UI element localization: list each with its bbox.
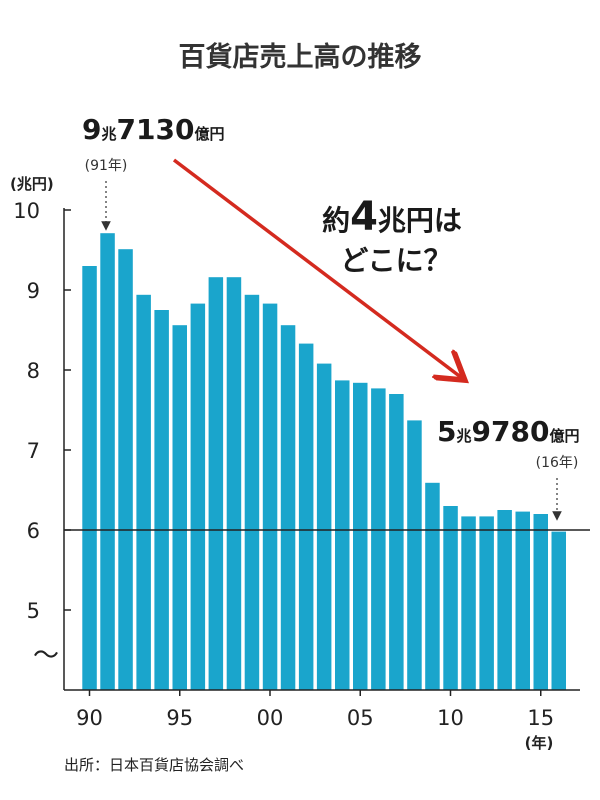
bar-2014 <box>515 511 530 690</box>
bars <box>82 233 566 690</box>
peak-year-label: (91年) <box>85 158 128 174</box>
latest-unit-hundred-million: 億円 <box>549 427 579 445</box>
bar-2001 <box>280 325 296 690</box>
bar-2006 <box>371 388 386 690</box>
source-note: 出所：日本百貨店協会調べ <box>64 756 244 774</box>
x-axis-unit: (年) <box>525 734 554 752</box>
bar-1993 <box>136 294 151 690</box>
latest-value-hundred-million: 9780 <box>472 415 550 448</box>
bar-2015 <box>533 514 548 690</box>
chart-title: 百貨店売上高の推移 <box>179 41 422 73</box>
peak-unit-trillion: 兆 <box>101 125 116 143</box>
x-tick-label-95: 95 <box>166 706 193 730</box>
bar-2000 <box>262 303 278 690</box>
y-tick-label-8: 8 <box>27 359 40 383</box>
bar-2004 <box>335 380 350 690</box>
decline-arrow <box>172 158 462 378</box>
y-tick-label-7: 7 <box>27 439 40 463</box>
bar-2002 <box>298 343 314 690</box>
latest-unit-trillion: 兆 <box>456 427 471 445</box>
peak-value-label: 9兆7130億円 <box>82 113 224 146</box>
bar-2010 <box>443 506 458 690</box>
x-axis-ticks: 90 95 00 05 10 15 <box>76 690 554 730</box>
bar-1997 <box>208 277 224 690</box>
callout-prefix: 約 <box>322 204 350 237</box>
callout-number: 4 <box>350 194 378 240</box>
bar-1991 <box>100 233 115 690</box>
y-tick-label-6: 6 <box>27 519 40 543</box>
x-tick-label-90: 90 <box>76 706 103 730</box>
bar-2012 <box>479 516 494 690</box>
bar-1998 <box>226 277 242 690</box>
bar-2016 <box>551 531 566 690</box>
bar-1995 <box>172 325 187 690</box>
bar-2011 <box>461 516 476 690</box>
y-axis-ticks: 5 6 7 8 9 10 <box>13 199 71 623</box>
y-tick-label-10: 10 <box>13 199 40 223</box>
bar-2008 <box>407 420 422 690</box>
latest-value-label: 5兆9780億円 <box>437 415 579 448</box>
bar-2009 <box>425 482 440 690</box>
y-tick-label-9: 9 <box>27 279 40 303</box>
bar-2005 <box>353 382 368 690</box>
callout-line-1: 約4兆円は <box>322 194 462 240</box>
x-tick-label-00: 00 <box>257 706 284 730</box>
y-axis-unit: (兆円) <box>10 175 54 193</box>
peak-value-trillion: 9 <box>82 113 101 146</box>
bar-1994 <box>154 310 169 690</box>
x-tick-label-10: 10 <box>437 706 464 730</box>
y-tick-label-5: 5 <box>27 599 40 623</box>
bar-1990 <box>82 266 97 690</box>
bar-2007 <box>389 394 404 690</box>
bar-1996 <box>190 303 206 690</box>
latest-year-label: (16年) <box>536 455 579 471</box>
latest-value-trillion: 5 <box>437 415 456 448</box>
peak-value-hundred-million: 7130 <box>117 113 195 146</box>
peak-unit-hundred-million: 億円 <box>194 125 224 143</box>
x-tick-label-15: 15 <box>527 706 554 730</box>
bar-2003 <box>316 363 332 690</box>
callout-suffix: 兆円は <box>378 204 462 237</box>
axis-break-symbol: 〜 <box>33 641 59 671</box>
x-tick-label-05: 05 <box>347 706 374 730</box>
callout-line-2: どこに？ <box>340 244 451 277</box>
bar-2013 <box>497 510 512 690</box>
bar-1992 <box>118 249 133 690</box>
bar-1999 <box>244 294 260 690</box>
